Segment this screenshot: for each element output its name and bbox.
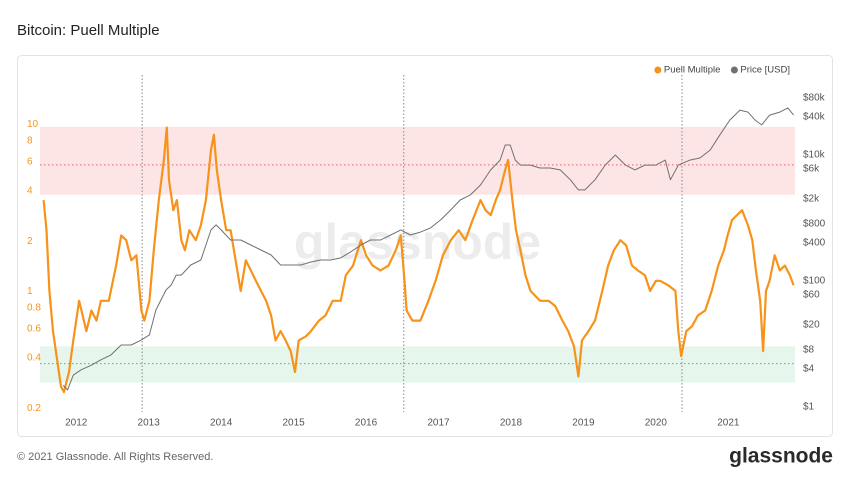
y2-tick-label: $6k bbox=[803, 164, 820, 175]
y-tick-label: 8 bbox=[27, 135, 33, 146]
logo: glassnode bbox=[729, 445, 833, 468]
x-tick-label: 2019 bbox=[572, 418, 595, 429]
x-tick-label: 2021 bbox=[717, 418, 740, 429]
y2-tick-label: $40k bbox=[803, 112, 826, 123]
y2-tick-label: $20 bbox=[803, 320, 820, 331]
x-tick-label: 2015 bbox=[282, 418, 305, 429]
y2-tick-label: $10k bbox=[803, 150, 826, 161]
legend-marker bbox=[654, 66, 662, 74]
y-tick-label: 0.6 bbox=[27, 323, 41, 334]
legend-label: Price [USD] bbox=[740, 65, 790, 76]
y2-tick-label: $8 bbox=[803, 345, 815, 356]
series-line bbox=[42, 126, 795, 394]
y2-tick-label: $800 bbox=[803, 219, 826, 230]
y2-tick-label: $80k bbox=[803, 93, 826, 104]
y-tick-label: 0.2 bbox=[27, 403, 41, 414]
x-tick-label: 2013 bbox=[138, 418, 161, 429]
x-tick-label: 2016 bbox=[355, 418, 378, 429]
y2-tick-label: $60 bbox=[803, 290, 820, 301]
y2-tick-label: $4 bbox=[803, 364, 815, 375]
watermark: glassnode bbox=[294, 214, 541, 270]
y2-tick-label: $2k bbox=[803, 194, 820, 205]
x-tick-label: 2014 bbox=[210, 418, 233, 429]
legend-marker bbox=[730, 66, 738, 74]
chart-frame bbox=[17, 55, 833, 437]
y-tick-label: 0.4 bbox=[27, 353, 41, 364]
y-tick-label: 6 bbox=[27, 156, 33, 167]
y-tick-label: 2 bbox=[27, 236, 33, 247]
y2-tick-label: $400 bbox=[803, 238, 826, 249]
x-tick-label: 2012 bbox=[65, 418, 88, 429]
legend-label: Puell Multiple bbox=[664, 65, 721, 76]
x-tick-label: 2017 bbox=[427, 418, 450, 429]
x-tick-label: 2018 bbox=[500, 418, 523, 429]
series-line bbox=[62, 107, 794, 391]
y-tick-label: 0.8 bbox=[27, 302, 41, 313]
y-tick-label: 10 bbox=[27, 119, 39, 130]
y-tick-label: 4 bbox=[27, 186, 33, 197]
y2-tick-label: $1 bbox=[803, 402, 815, 413]
y2-tick-label: $100 bbox=[803, 276, 826, 287]
zone-band bbox=[40, 346, 795, 383]
footer: © 2021 Glassnode. All Rights Reserved. bbox=[17, 451, 213, 463]
y-tick-label: 1 bbox=[27, 286, 33, 297]
x-tick-label: 2020 bbox=[645, 418, 668, 429]
chart-title: Bitcoin: Puell Multiple bbox=[17, 22, 160, 39]
